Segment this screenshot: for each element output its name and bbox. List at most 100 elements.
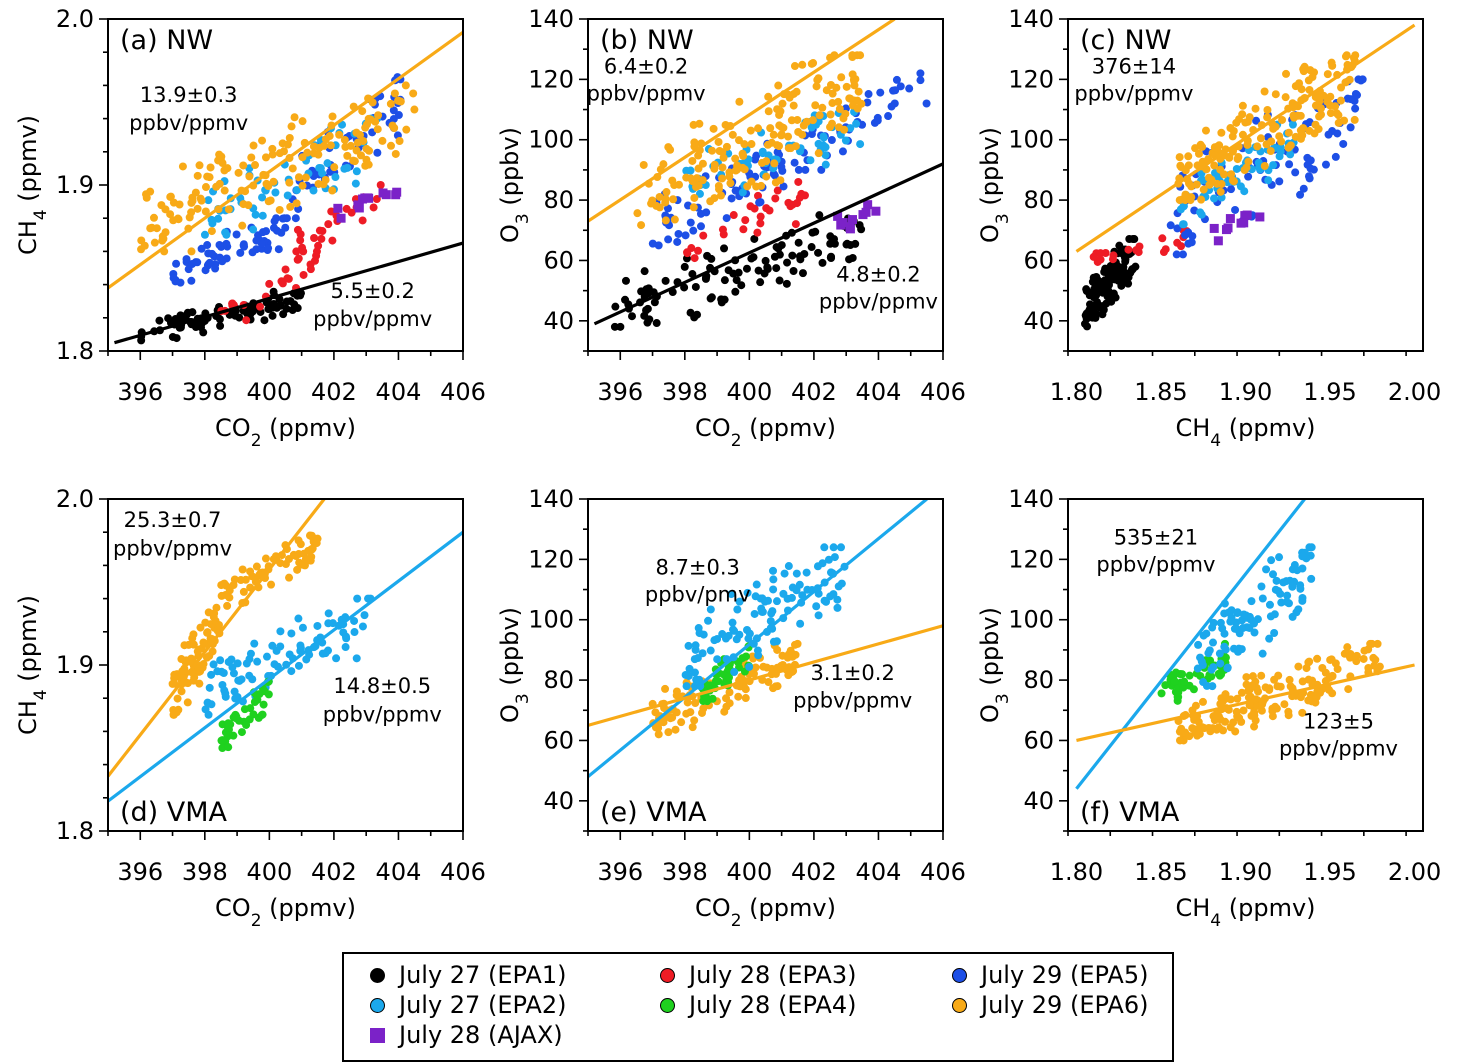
point-EPA6	[201, 183, 210, 192]
slope-annotation: 6.4±0.2	[604, 54, 688, 78]
fit-line-EPA1	[593, 162, 943, 326]
point-EPA4	[224, 719, 233, 728]
point-EPA6	[1282, 69, 1291, 78]
point-EPA1	[1120, 253, 1129, 262]
point-EPA2	[296, 641, 305, 650]
point-EPA6	[239, 161, 248, 170]
point-EPA5	[222, 239, 231, 248]
x-tick-label: 404	[376, 858, 422, 886]
point-EPA6	[846, 94, 855, 103]
point-EPA6	[837, 73, 846, 82]
point-EPA6	[812, 82, 821, 91]
point-EPA6	[390, 89, 399, 98]
point-EPA2	[1236, 182, 1245, 191]
point-EPA2	[1179, 202, 1188, 211]
point-EPA6	[1352, 651, 1361, 660]
point-EPA6	[1277, 137, 1286, 146]
point-EPA5	[211, 264, 220, 273]
x-tick-label: 398	[182, 378, 228, 406]
point-EPA2	[1220, 642, 1229, 651]
point-EPA2	[1298, 596, 1307, 605]
point-EPA5	[702, 208, 711, 217]
point-EPA5	[1231, 205, 1240, 214]
point-EPA1	[772, 264, 781, 273]
point-EPA2	[352, 654, 361, 663]
point-EPA6	[395, 137, 404, 146]
point-EPA6	[241, 575, 250, 584]
point-EPA6	[1375, 662, 1384, 671]
point-EPA1	[176, 311, 185, 320]
point-EPA5	[674, 229, 683, 238]
point-EPA3	[746, 202, 755, 211]
point-EPA2	[802, 568, 811, 577]
point-EPA2	[287, 667, 296, 676]
point-EPA6	[731, 154, 740, 163]
point-EPA6	[169, 710, 178, 719]
point-EPA5	[827, 136, 836, 145]
point-EPA1	[645, 315, 654, 324]
point-EPA2	[824, 555, 833, 564]
point-EPA4	[1179, 683, 1188, 692]
point-EPA2	[1296, 584, 1305, 593]
point-EPA1	[843, 239, 852, 248]
point-EPA6	[842, 82, 851, 91]
point-EPA6	[1251, 104, 1260, 113]
point-EPA6	[716, 191, 725, 200]
x-axis-label: CO2 (ppmv)	[695, 414, 836, 451]
y-tick-label: 60	[1023, 726, 1054, 754]
point-AJAX	[358, 194, 368, 204]
point-EPA1	[783, 258, 792, 267]
point-EPA2	[318, 649, 327, 658]
point-EPA2	[1247, 597, 1256, 606]
panel-4: 396 398 400 402 404 406 1.8 1.9 2.0 CO2 (ppmv) CH4…	[14, 485, 486, 931]
point-EPA3	[690, 254, 699, 263]
y-tick-label: 1.9	[56, 651, 94, 679]
point-EPA6	[773, 682, 782, 691]
point-EPA6	[350, 157, 359, 166]
point-EPA5	[188, 260, 197, 269]
point-EPA5	[686, 218, 695, 227]
point-EPA4	[218, 744, 227, 752]
point-EPA6	[698, 708, 707, 717]
point-EPA3	[699, 231, 708, 240]
point-EPA6	[808, 116, 817, 125]
point-EPA5	[1353, 91, 1362, 100]
point-EPA2	[730, 668, 739, 677]
slope-annotation: 376±14	[1092, 54, 1176, 78]
point-EPA1	[717, 295, 726, 304]
point-EPA2	[364, 594, 373, 603]
point-EPA1	[749, 253, 758, 262]
point-EPA6	[285, 573, 294, 582]
point-EPA2	[324, 609, 333, 618]
point-EPA6	[220, 186, 229, 195]
point-EPA6	[1336, 96, 1345, 105]
x-axis-label: CO2 (ppmv)	[215, 894, 356, 931]
point-EPA6	[706, 197, 715, 206]
x-tick-label: 396	[117, 378, 163, 406]
point-EPA6	[659, 718, 668, 727]
point-EPA6	[771, 178, 780, 187]
figure: 396 398 400 402 404 406 1.8 1.9 2.0 CO2 (ppmv) CH4…	[14, 5, 1441, 931]
point-EPA1	[199, 328, 208, 337]
point-EPA5	[1178, 250, 1187, 259]
point-EPA6	[740, 165, 749, 174]
point-EPA6	[1256, 134, 1265, 143]
point-EPA3	[317, 234, 326, 243]
point-EPA4	[242, 720, 251, 729]
point-EPA2	[806, 156, 815, 165]
point-EPA6	[1199, 185, 1208, 194]
point-EPA6	[217, 152, 226, 161]
point-EPA2	[294, 661, 303, 670]
x-tick-label: 2.00	[1388, 858, 1441, 886]
point-EPA6	[1298, 708, 1307, 717]
point-EPA6	[362, 120, 371, 129]
point-EPA1	[1111, 293, 1120, 302]
point-EPA6	[722, 142, 731, 151]
point-EPA6	[1350, 115, 1359, 124]
x-tick-label: 406	[440, 858, 486, 886]
point-EPA6	[177, 687, 186, 696]
legend-item-EPA5: July 29 (EPA5)	[952, 960, 1148, 990]
point-EPA2	[1269, 161, 1278, 170]
point-EPA2	[1233, 608, 1242, 617]
point-EPA6	[1284, 128, 1293, 137]
